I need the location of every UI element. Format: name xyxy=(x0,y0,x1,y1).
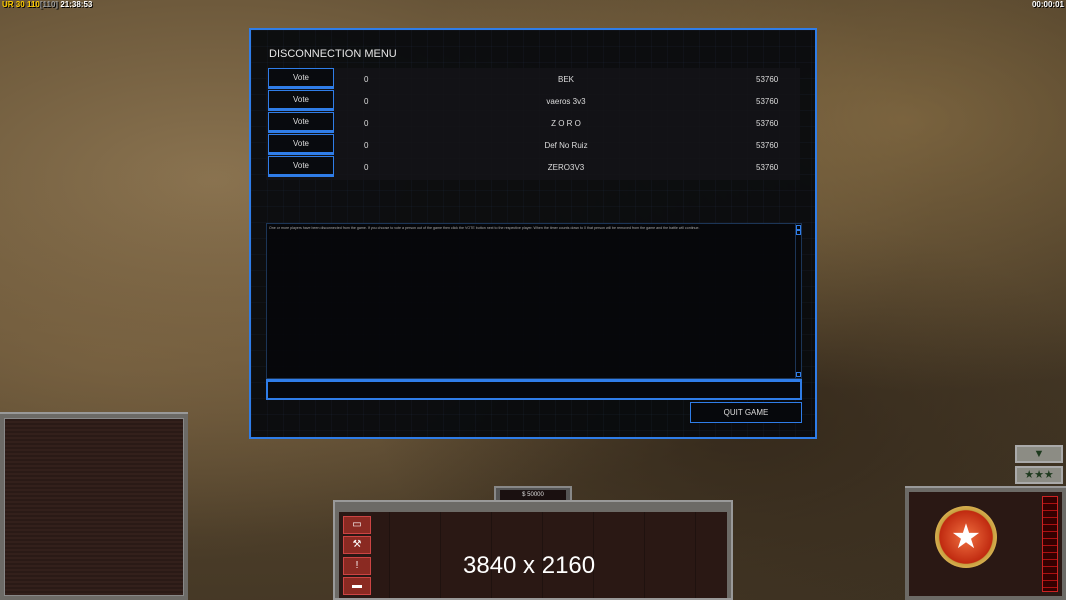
player-ping: 53760 xyxy=(756,141,779,150)
player-row: Vote 0 Def No Ruiz 53760 xyxy=(266,134,800,156)
collapse-arrow-icon[interactable]: ▼ xyxy=(1015,445,1063,463)
disconnection-dialog: DISCONNECTION MENU Vote 0 BEK 53760 Vote… xyxy=(249,28,817,439)
chat-input[interactable] xyxy=(266,379,802,400)
sell-sign-icon[interactable]: ▬ xyxy=(343,577,371,595)
status-a: 30 xyxy=(15,0,25,9)
player-name: BEK xyxy=(557,75,574,84)
player-row: Vote 0 Z O R O 53760 xyxy=(266,112,800,134)
general-stars-icon[interactable]: ★★★ xyxy=(1015,466,1063,484)
power-meter xyxy=(1042,496,1058,592)
status-readout: UR 30 110[110] 21:38:53 xyxy=(2,0,92,9)
vote-count: 0 xyxy=(364,163,369,172)
message-box: One or more players have been disconnect… xyxy=(266,223,802,379)
minimap-panel[interactable] xyxy=(0,412,188,600)
dialog-title: DISCONNECTION MENU xyxy=(269,48,397,60)
player-name: ZERO3V3 xyxy=(547,163,585,172)
status-b: 110 xyxy=(26,0,40,9)
scroll-thumb[interactable] xyxy=(796,230,801,235)
faction-panel: ★ xyxy=(905,486,1066,600)
player-list: Vote 0 BEK 53760 Vote 0 vaeros 3v3 53760… xyxy=(266,68,800,180)
player-ping: 53760 xyxy=(756,97,779,106)
player-row: Vote 0 BEK 53760 xyxy=(266,68,800,90)
player-name: Def No Ruiz xyxy=(544,141,588,150)
minimap[interactable] xyxy=(4,418,184,596)
quit-game-button[interactable]: QUIT GAME xyxy=(690,402,802,423)
vote-button[interactable]: Vote xyxy=(268,134,334,155)
china-faction-emblem-icon: ★ xyxy=(935,506,997,568)
status-prefix: UR xyxy=(2,0,14,9)
scrollbar[interactable] xyxy=(795,224,801,378)
money-value: $ 50000 xyxy=(500,490,566,500)
disconnect-message: One or more players have been disconnect… xyxy=(269,226,700,230)
vote-button[interactable]: Vote xyxy=(268,112,334,133)
game-timer: 00:00:01 xyxy=(1031,0,1064,9)
vote-count: 0 xyxy=(364,75,369,84)
money-display: $ 50000 xyxy=(494,486,572,502)
command-bar: ▭ ⚒ ! ▬ xyxy=(333,500,733,600)
vote-count: 0 xyxy=(364,119,369,128)
repair-wrench-icon[interactable]: ⚒ xyxy=(343,536,371,554)
vote-count: 0 xyxy=(364,141,369,150)
vote-button[interactable]: Vote xyxy=(268,90,334,111)
options-icon[interactable]: ▭ xyxy=(343,516,371,534)
player-name: vaeros 3v3 xyxy=(546,97,586,106)
vote-button[interactable]: Vote xyxy=(268,68,334,89)
scroll-down-icon[interactable] xyxy=(796,372,801,377)
vote-count: 0 xyxy=(364,97,369,106)
command-grid[interactable] xyxy=(339,512,727,598)
player-ping: 53760 xyxy=(756,163,779,172)
clock: 21:38:53 xyxy=(60,0,93,9)
player-row: Vote 0 vaeros 3v3 53760 xyxy=(266,90,800,112)
alert-icon[interactable]: ! xyxy=(343,557,371,575)
status-c: [110] xyxy=(39,0,59,9)
scroll-up-icon[interactable] xyxy=(796,225,801,230)
player-ping: 53760 xyxy=(756,75,779,84)
player-row: Vote 0 ZERO3V3 53760 xyxy=(266,156,800,178)
player-ping: 53760 xyxy=(756,119,779,128)
resolution-overlay: 3840 x 2160 xyxy=(463,552,596,579)
vote-button[interactable]: Vote xyxy=(268,156,334,177)
player-name: Z O R O xyxy=(551,119,581,128)
